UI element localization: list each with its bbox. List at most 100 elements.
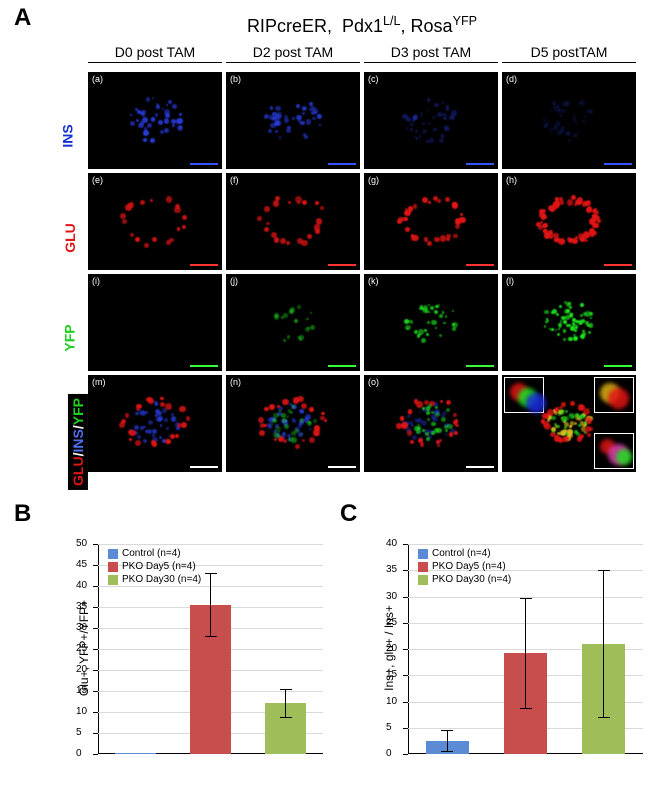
- row-label-merge: GLU/INS/YFP: [68, 394, 88, 490]
- ytick: 45: [76, 559, 87, 570]
- legend-item: PKO Day5 (n=4): [418, 561, 511, 572]
- micro-label: (e): [92, 175, 103, 185]
- ytick: 0: [76, 748, 82, 759]
- ytick: 5: [76, 727, 82, 738]
- micro-n: (n): [226, 375, 360, 472]
- micro-m: (m): [88, 375, 222, 472]
- col-header-2: D3 post TAM: [364, 44, 498, 63]
- column-headers: D0 post TAM D2 post TAM D3 post TAM D5 p…: [88, 44, 636, 63]
- micro-i: (i): [88, 274, 222, 371]
- scalebar: [328, 365, 356, 367]
- ytick: 5: [386, 722, 392, 733]
- hdr-part-2: , Rosa: [401, 16, 453, 36]
- ytick: 30: [76, 622, 87, 633]
- panel-label-a: A: [14, 4, 31, 32]
- legend-item: PKO Day30 (n=4): [108, 574, 201, 585]
- legend-item: PKO Day30 (n=4): [418, 574, 511, 585]
- micro-h: (h): [502, 173, 636, 270]
- micro-label: (f): [230, 175, 239, 185]
- chart-c: Ins+, glu+ / Ins+0510152025303540Control…: [360, 520, 655, 770]
- legend-item: Control (n=4): [108, 548, 201, 559]
- legend-swatch: [418, 575, 428, 585]
- micro-label: (g): [368, 175, 379, 185]
- micro-label: (k): [368, 276, 379, 286]
- ytick: 20: [76, 664, 87, 675]
- legend-item: Control (n=4): [418, 548, 511, 559]
- ytick: 25: [76, 643, 87, 654]
- micro-o: (o): [364, 375, 498, 472]
- scalebar: [604, 163, 632, 165]
- chart-b: Glu+, YFP+/YFP+05101520253035404550Contr…: [50, 520, 335, 770]
- micro-label: (b): [230, 74, 241, 84]
- hdr-part-1: Pdx1: [342, 16, 383, 36]
- gridline: [98, 544, 323, 545]
- scalebar: [466, 163, 494, 165]
- scalebar: [466, 264, 494, 266]
- legend-label: PKO Day30 (n=4): [122, 574, 201, 585]
- micro-j: (j): [226, 274, 360, 371]
- row-label-glu: GLU: [62, 223, 78, 253]
- panel-label-c: C: [340, 500, 357, 528]
- micro-label: (c): [368, 74, 379, 84]
- ytick: 10: [386, 696, 397, 707]
- scalebar: [190, 365, 218, 367]
- micro-c: (c): [364, 72, 498, 169]
- micro-d: (d): [502, 72, 636, 169]
- ytick: 35: [386, 564, 397, 575]
- micro-e: (e): [88, 173, 222, 270]
- micro-l: (l): [502, 274, 636, 371]
- ytick: 35: [76, 601, 87, 612]
- micro-label: (m): [92, 377, 106, 387]
- scalebar: [466, 365, 494, 367]
- micro-a: (a): [88, 72, 222, 169]
- micro-p: (p): [502, 375, 636, 472]
- legend-label: Control (n=4): [432, 548, 491, 559]
- micro-label: (j): [230, 276, 238, 286]
- legend: Control (n=4) PKO Day5 (n=4) PKO Day30 (n=…: [108, 548, 201, 587]
- bar-0: [115, 753, 156, 754]
- legend-swatch: [108, 575, 118, 585]
- micro-label: (i): [92, 276, 100, 286]
- scalebar: [604, 365, 632, 367]
- merge-yfp: YFP: [70, 398, 86, 425]
- ytick: 40: [76, 580, 87, 591]
- legend-swatch: [108, 549, 118, 559]
- ytick: 30: [386, 591, 397, 602]
- col-header-1: D2 post TAM: [226, 44, 360, 63]
- legend-label: PKO Day5 (n=4): [432, 561, 506, 572]
- scalebar: [466, 466, 494, 468]
- ytick: 15: [76, 685, 87, 696]
- legend-swatch: [108, 562, 118, 572]
- hdr-sup-1: L/L: [383, 14, 401, 28]
- ytick: 50: [76, 538, 87, 549]
- micro-g: (g): [364, 173, 498, 270]
- micro-label: (l): [506, 276, 514, 286]
- merge-ins: INS: [70, 429, 86, 452]
- scalebar: [604, 264, 632, 266]
- gridline: [408, 544, 643, 545]
- ytick: 40: [386, 538, 397, 549]
- scalebar: [328, 264, 356, 266]
- micro-label: (n): [230, 377, 241, 387]
- legend-swatch: [418, 562, 428, 572]
- row-label-yfp: YFP: [62, 324, 78, 351]
- row-label-ins: INS: [60, 124, 76, 147]
- hdr-part-0: RIPcreER,: [247, 16, 332, 36]
- micrograph-grid: (a) (b) (c) (d) (e) (f) (g) (h) (i) (j) (k) (l) (m) (…: [88, 72, 636, 472]
- micro-k: (k): [364, 274, 498, 371]
- micro-b: (b): [226, 72, 360, 169]
- col-header-3: D5 postTAM: [502, 44, 636, 63]
- micro-label: (o): [368, 377, 379, 387]
- scalebar: [190, 466, 218, 468]
- hdr-sup-2: YFP: [453, 14, 478, 28]
- scalebar: [328, 466, 356, 468]
- scalebar: [328, 163, 356, 165]
- ytick: 25: [386, 617, 397, 628]
- merge-glu: GLU: [70, 456, 86, 486]
- legend-label: PKO Day5 (n=4): [122, 561, 196, 572]
- ytick: 20: [386, 643, 397, 654]
- legend-label: Control (n=4): [122, 548, 181, 559]
- scalebar: [190, 163, 218, 165]
- ytick: 10: [76, 706, 87, 717]
- micro-f: (f): [226, 173, 360, 270]
